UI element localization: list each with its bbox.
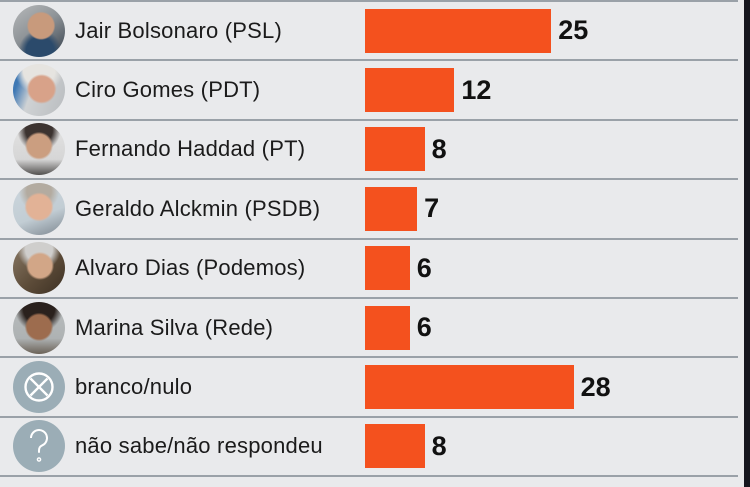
bar-value: 8: [431, 133, 447, 164]
chart-row-jair-bolsonaro: Jair Bolsonaro (PSL) 25: [0, 2, 738, 62]
bar-value: 6: [416, 252, 432, 283]
bar-group: 12: [365, 68, 492, 113]
chart-row-ciro-gomes: Ciro Gomes (PDT) 12: [0, 61, 738, 121]
poll-bar-chart: Jair Bolsonaro (PSL) 25 Ciro Gomes (PDT)…: [0, 0, 738, 478]
answer-label: branco/nulo: [75, 374, 193, 400]
bar: [365, 365, 574, 410]
avatar-marina-silva: [13, 301, 65, 354]
question-mark-icon: [30, 429, 48, 463]
candidate-label: Geraldo Alckmin (PSDB): [75, 195, 321, 221]
circle-with-x-icon: [24, 372, 54, 402]
chart-row-marina-silva: Marina Silva (Rede) 6: [0, 299, 738, 359]
bar: [365, 246, 410, 291]
chart-row-alvaro-dias: Alvaro Dias (Podemos) 6: [0, 240, 738, 299]
answer-label: não sabe/não respondeu: [75, 433, 323, 459]
avatar-fernando-haddad: [13, 123, 65, 176]
bar-value: 12: [461, 74, 492, 105]
bar-group: 28: [365, 365, 611, 410]
bar: [365, 424, 425, 469]
scrollbar[interactable]: [744, 0, 750, 487]
avatar-ciro-gomes: [13, 64, 65, 117]
bar: [365, 305, 410, 350]
bar-value: 8: [431, 430, 447, 461]
candidate-label: Ciro Gomes (PDT): [75, 77, 261, 103]
bar-group: 8: [365, 127, 447, 172]
candidate-label: Marina Silva (Rede): [75, 314, 274, 340]
candidate-label: Fernando Haddad (PT): [75, 136, 306, 162]
bar-group: 7: [365, 186, 440, 231]
bar-value: 28: [580, 371, 611, 402]
bar: [365, 127, 425, 172]
chart-row-branco-nulo: branco/nulo 28: [0, 358, 738, 418]
bar-group: 6: [365, 305, 432, 350]
bar-value: 25: [558, 15, 589, 46]
avatar-jair-bolsonaro: [13, 4, 65, 57]
chart-row-fernando-haddad: Fernando Haddad (PT) 8: [0, 121, 738, 181]
candidate-label: Alvaro Dias (Podemos): [75, 255, 306, 281]
bar: [365, 186, 418, 231]
bar: [365, 8, 552, 53]
bar: [365, 68, 455, 113]
bar-value: 7: [424, 193, 440, 224]
avatar-geraldo-alckmin: [13, 182, 65, 235]
chart-row-geraldo-alckmin: Geraldo Alckmin (PSDB) 7: [0, 180, 738, 240]
null-vote-icon: [13, 361, 65, 414]
bar-group: 25: [365, 8, 589, 53]
bar-group: 8: [365, 424, 447, 469]
question-icon: [13, 420, 65, 473]
bar-group: 6: [365, 246, 432, 291]
bar-value: 6: [416, 312, 432, 343]
avatar-alvaro-dias: [13, 242, 65, 295]
candidate-label: Jair Bolsonaro (PSL): [75, 17, 282, 43]
chart-row-nao-sabe: não sabe/não respondeu 8: [0, 418, 738, 478]
